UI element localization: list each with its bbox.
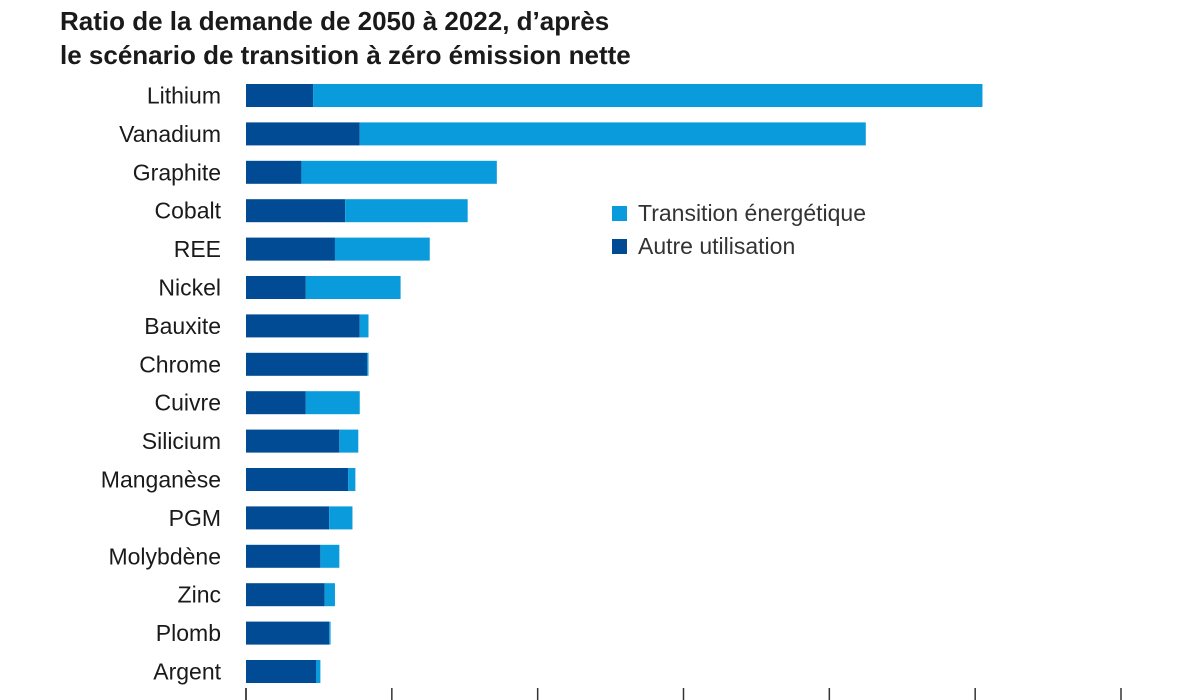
bar-plomb-autre-utilisation: [246, 621, 330, 645]
chart-title-line-1: Ratio de la demande de 2050 à 2022, d’ap…: [60, 6, 610, 36]
category-label-graphite: Graphite: [133, 159, 221, 185]
bar-zinc-transition-energetique: [324, 583, 335, 607]
x-axis: [245, 688, 1122, 700]
bar-cuivre-autre-utilisation: [246, 391, 306, 415]
bar-bauxite-autre-utilisation: [246, 314, 360, 338]
category-label-argent: Argent: [153, 659, 221, 685]
bar-nickel-transition-energetique: [305, 276, 401, 299]
bar-graphite-autre-utilisation: [246, 160, 302, 184]
category-labels: Lithium Vanadium Graphite Cobalt REE Nickel Ba…: [101, 83, 222, 685]
bar-graphite-transition-energetique: [301, 160, 497, 184]
legend-swatch-autre-utilisation: [612, 239, 627, 254]
category-label-plomb: Plomb: [156, 620, 221, 646]
bar-vanadium-autre-utilisation: [246, 122, 360, 146]
bar-ree-autre-utilisation: [246, 237, 335, 261]
category-label-cobalt: Cobalt: [155, 198, 222, 224]
legend-label-autre-utilisation: Autre utilisation: [638, 233, 795, 259]
category-label-vanadium: Vanadium: [119, 121, 221, 147]
bar-manganese-transition-energetique: [348, 468, 356, 491]
category-label-ree: REE: [174, 236, 221, 262]
bar-bauxite-transition-energetique: [359, 314, 369, 338]
category-label-zinc: Zinc: [178, 582, 221, 608]
chart-title-line-2: le scénario de transition à zéro émissio…: [60, 40, 631, 70]
bar-lithium-transition-energetique: [313, 84, 983, 107]
bar-pgm-transition-energetique: [329, 506, 353, 530]
bar-molybdene-transition-energetique: [320, 544, 340, 568]
bar-molybdene-autre-utilisation: [246, 544, 321, 568]
bar-nickel-autre-utilisation: [246, 276, 306, 299]
bar-chrome-transition-energetique: [367, 352, 369, 376]
bar-cobalt-transition-energetique: [345, 199, 468, 223]
bar-cobalt-autre-utilisation: [246, 199, 346, 223]
category-label-pgm: PGM: [169, 505, 221, 531]
legend-swatch-transition-energetique: [612, 206, 627, 221]
bar-ree-transition-energetique: [334, 237, 430, 261]
bar-silicium-autre-utilisation: [246, 429, 340, 453]
bar-cuivre-transition-energetique: [305, 391, 360, 415]
bar-plomb-transition-energetique: [329, 621, 331, 645]
category-label-cuivre: Cuivre: [155, 390, 221, 416]
legend-label-transition-energetique: Transition énergétique: [638, 200, 866, 226]
bar-lithium-autre-utilisation: [246, 84, 314, 107]
chart-title: Ratio de la demande de 2050 à 2022, d’ap…: [60, 4, 631, 72]
category-label-bauxite: Bauxite: [144, 313, 221, 339]
category-label-silicium: Silicium: [142, 428, 221, 454]
bar-vanadium-transition-energetique: [359, 122, 866, 146]
bar-argent-autre-utilisation: [246, 660, 316, 683]
category-label-chrome: Chrome: [139, 351, 221, 377]
bar-zinc-autre-utilisation: [246, 583, 325, 607]
category-label-molybdene: Molybdène: [108, 543, 221, 569]
category-label-manganese: Manganèse: [101, 467, 221, 493]
category-label-nickel: Nickel: [158, 275, 221, 301]
legend: Transition énergétique Autre utilisation: [612, 200, 866, 259]
bars-group: [246, 84, 983, 683]
category-label-lithium: Lithium: [147, 83, 221, 109]
bar-pgm-autre-utilisation: [246, 506, 330, 530]
bar-silicium-transition-energetique: [339, 429, 359, 453]
bar-chrome-autre-utilisation: [246, 352, 368, 376]
bar-manganese-autre-utilisation: [246, 468, 349, 491]
bar-argent-transition-energetique: [316, 660, 321, 683]
